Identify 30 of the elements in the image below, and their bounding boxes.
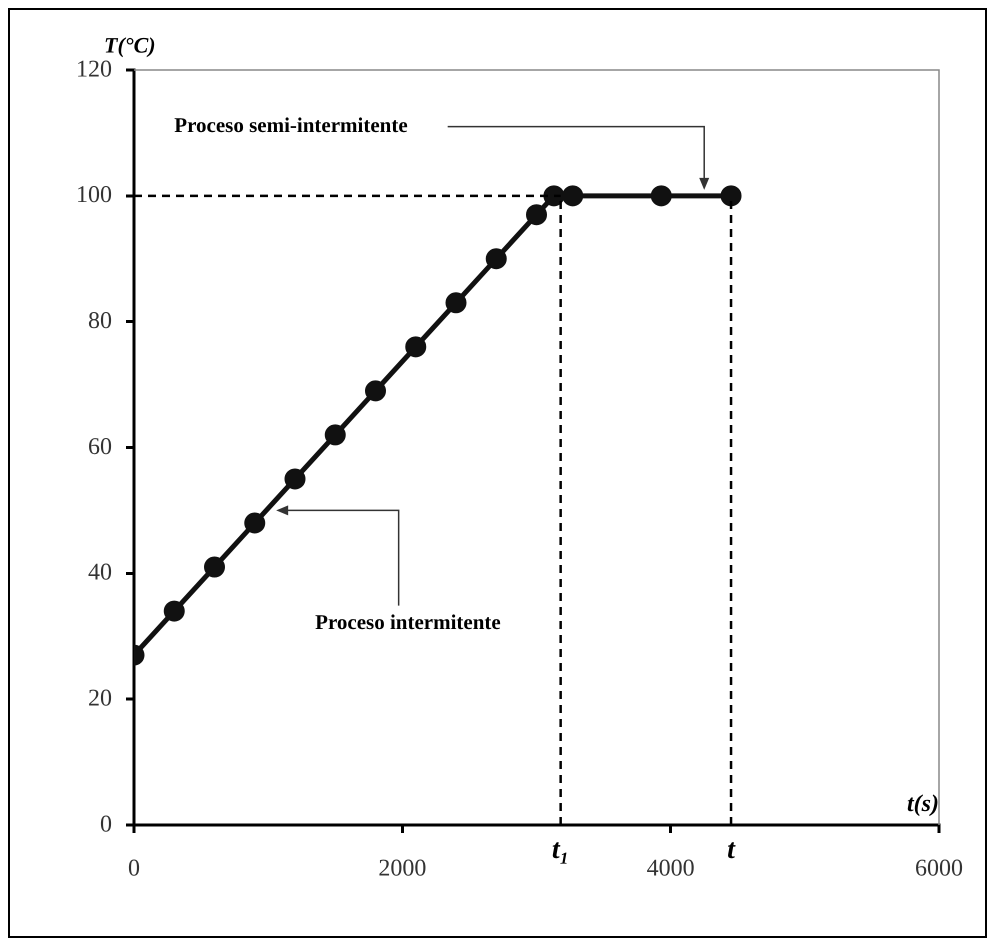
x-axis-title: t(s) — [907, 791, 939, 818]
point — [284, 468, 306, 490]
y-tick-label: 60 — [88, 434, 112, 460]
point — [562, 185, 584, 206]
x-tick-label: 0 — [128, 856, 140, 882]
point — [405, 336, 426, 358]
x-tick-label: 4000 — [646, 856, 695, 882]
point — [244, 512, 266, 534]
y-tick-label: 80 — [88, 308, 112, 334]
point — [720, 185, 742, 206]
y-tick-label: 20 — [88, 685, 112, 712]
x-tick-label: 2000 — [378, 856, 426, 882]
point — [204, 556, 225, 578]
y-tick-label: 0 — [100, 811, 112, 838]
point — [164, 600, 185, 622]
ref-line-label: t₁ — [552, 834, 570, 866]
annotation: Proceso intermitente — [315, 610, 501, 634]
y-tick-label: 120 — [76, 56, 112, 82]
point — [526, 204, 547, 226]
annotation: Proceso semi-intermitente — [174, 113, 408, 138]
point — [365, 380, 386, 402]
point — [446, 292, 466, 314]
point — [650, 185, 672, 206]
y-tick-label: 40 — [88, 560, 112, 586]
x-tick-label: 6000 — [915, 856, 963, 882]
ref-line-label: t — [727, 834, 736, 866]
point — [324, 424, 346, 446]
y-tick-label: 100 — [76, 182, 112, 208]
y-axis-title: T(°C) — [104, 32, 156, 58]
point — [486, 248, 507, 270]
